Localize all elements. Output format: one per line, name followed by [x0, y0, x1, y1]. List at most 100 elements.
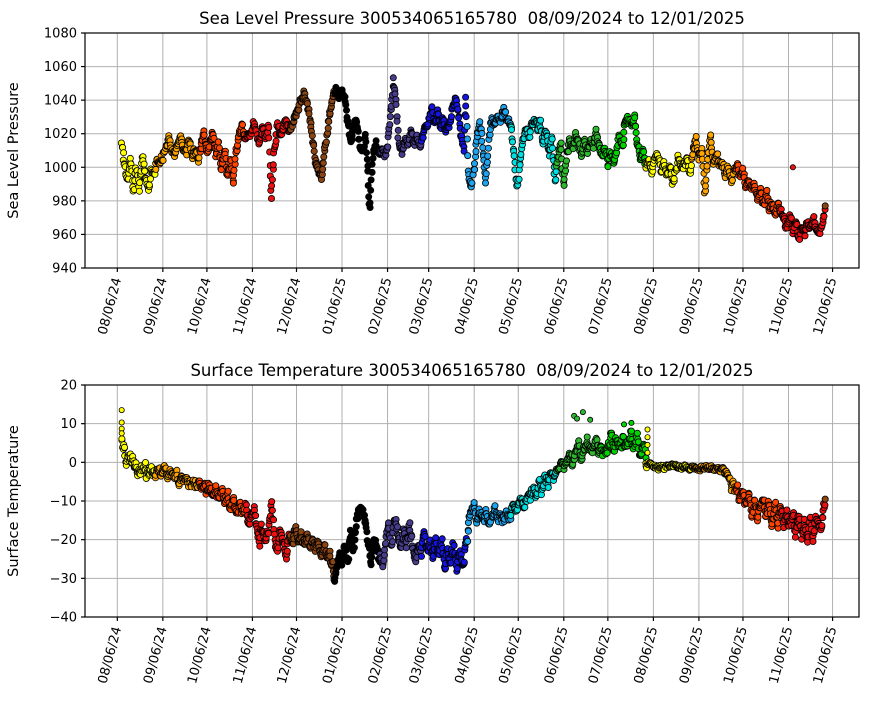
data-point [468, 179, 476, 187]
data-point [754, 513, 762, 521]
x-tick-label: 12/06/24 [275, 625, 305, 685]
data-point [560, 181, 568, 189]
data-point [428, 103, 436, 111]
data-point [463, 135, 471, 143]
data-point [214, 138, 222, 146]
data-point [369, 154, 377, 162]
data-point [230, 166, 238, 174]
y-tick-label: 980 [52, 194, 77, 209]
data-point [257, 520, 265, 528]
data-point [367, 176, 375, 184]
y-tick-label: 0 [69, 456, 77, 471]
data-point [821, 202, 829, 210]
x-tick-label: 11/06/24 [231, 276, 261, 336]
outlier-point [118, 407, 125, 414]
data-point [319, 165, 327, 173]
data-point [604, 163, 612, 171]
x-tick-label: 04/06/25 [452, 625, 482, 685]
data-point [320, 153, 328, 161]
data-point [363, 528, 371, 536]
data-point [632, 122, 640, 130]
data-point [310, 147, 318, 155]
data-point [548, 135, 556, 143]
data-point [393, 117, 401, 125]
data-point [394, 126, 402, 134]
data-point [464, 527, 472, 535]
data-point [821, 501, 829, 509]
data-point [464, 537, 472, 545]
data-point [701, 182, 709, 190]
data-point [454, 105, 462, 113]
temperature-y-axis-label: Surface Temperature [6, 425, 22, 577]
outlier-point [644, 426, 651, 433]
data-point [195, 154, 203, 162]
y-tick-label: 10 [60, 417, 77, 432]
data-point [355, 135, 363, 143]
data-point [200, 131, 208, 139]
data-point [265, 124, 273, 132]
y-tick-label: −20 [50, 533, 77, 548]
x-tick-label: 08/06/25 [632, 276, 662, 336]
data-point [631, 114, 639, 122]
data-point [603, 449, 611, 457]
data-point [791, 533, 799, 541]
data-point [268, 506, 276, 514]
y-tick-label: 1060 [44, 60, 77, 75]
data-point [809, 538, 817, 546]
data-point [269, 161, 277, 169]
x-tick-label: 01/06/25 [320, 276, 350, 336]
data-point [521, 503, 529, 511]
data-point [350, 544, 358, 552]
data-point [549, 144, 557, 152]
data-point [772, 498, 780, 506]
data-point [632, 129, 640, 137]
tick-label-group: 08/06/24 09/06/24 10/06/24 11/06/24 12/06/24… [44, 27, 841, 337]
data-point [212, 482, 220, 490]
data-point [557, 139, 565, 147]
data-point [620, 128, 628, 136]
data-point [450, 542, 458, 550]
data-point [460, 558, 468, 566]
data-point [386, 121, 394, 129]
data-point [342, 106, 350, 114]
x-tick-label: 09/06/25 [677, 625, 707, 685]
data-point [308, 132, 316, 140]
data-point [463, 123, 471, 131]
x-tick-label: 02/06/25 [366, 625, 396, 685]
data-point [484, 152, 492, 160]
data-point [491, 502, 499, 510]
data-point [283, 547, 291, 555]
data-point [510, 152, 518, 160]
data-point [363, 155, 371, 163]
x-tick-label: 12/06/25 [811, 276, 841, 336]
x-tick-label: 09/06/24 [141, 276, 171, 336]
data-point [734, 481, 742, 489]
data-point [633, 429, 641, 437]
data-point [231, 155, 239, 163]
x-tick-label: 10/06/24 [185, 625, 215, 685]
tick-label-group: 08/06/24 09/06/24 10/06/24 11/06/24 12/06/24… [50, 379, 841, 686]
sea-level-pressure-series [117, 74, 829, 243]
temperature-chart-title: Surface Temperature 300534065165780 08/0… [190, 361, 753, 380]
data-point [462, 113, 470, 121]
data-point [820, 212, 828, 220]
data-point [379, 563, 387, 571]
x-tick-label: 06/06/25 [542, 625, 572, 685]
data-point [482, 170, 490, 178]
y-tick-label: 960 [52, 228, 77, 243]
data-point [140, 160, 148, 168]
x-tick-label: 10/06/25 [721, 625, 751, 685]
data-point [687, 161, 695, 169]
data-point [351, 529, 359, 537]
data-point [152, 165, 160, 173]
data-point [366, 199, 374, 207]
data-point [476, 118, 484, 126]
y-tick-label: −30 [50, 572, 77, 587]
data-point [256, 542, 264, 550]
x-tick-label: 09/06/24 [141, 625, 171, 685]
data-point [264, 529, 272, 537]
x-tick-label: 08/06/25 [632, 625, 662, 685]
data-point [552, 176, 560, 184]
